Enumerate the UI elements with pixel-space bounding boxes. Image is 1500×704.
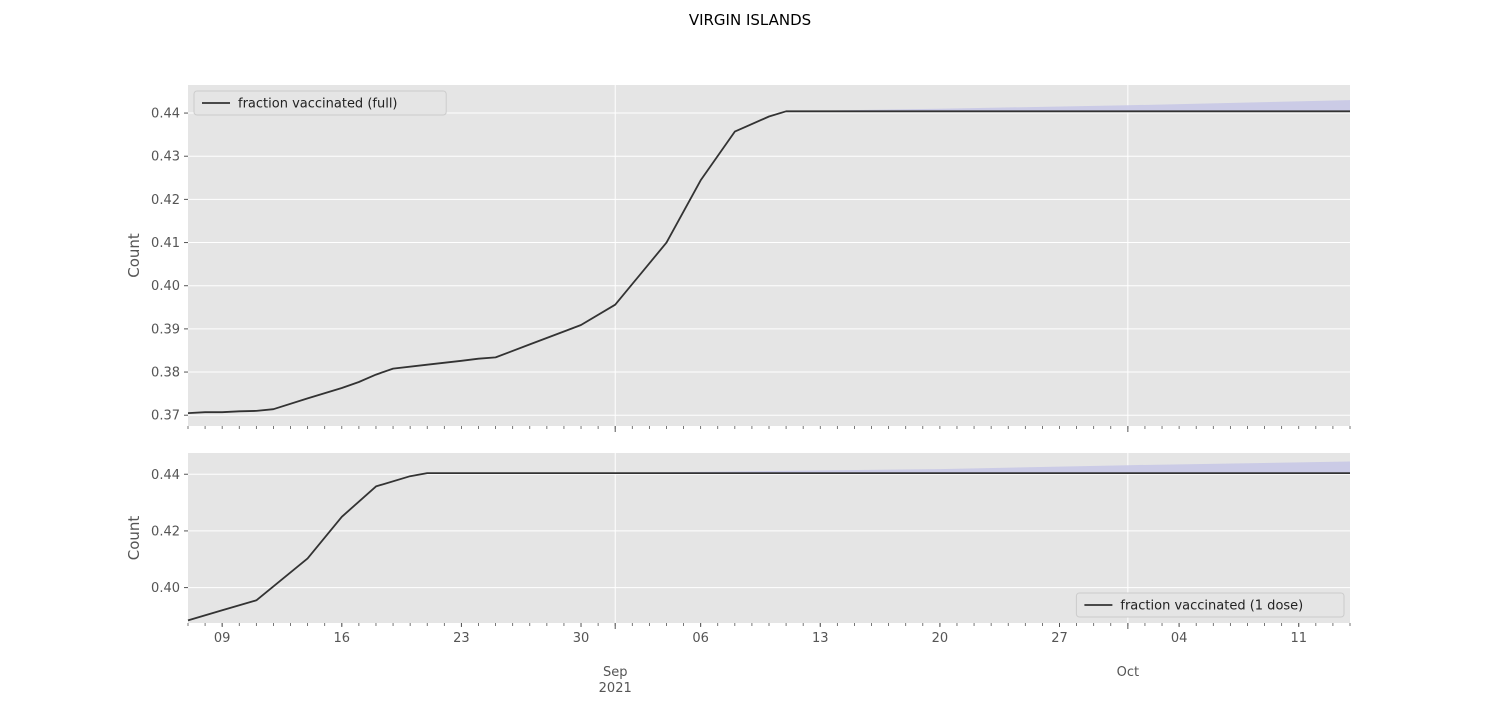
uncertainty-band xyxy=(427,461,1350,474)
legend: fraction vaccinated (full) xyxy=(193,90,447,116)
x-month-label: Oct xyxy=(1117,665,1139,680)
y-tick-label: 0.44 xyxy=(151,107,180,122)
legend-label: fraction vaccinated (full) xyxy=(238,97,398,112)
y-axis-label: Count xyxy=(125,516,143,561)
x-tick-label: 30 xyxy=(573,631,590,646)
x-tick-label: 11 xyxy=(1290,631,1307,646)
figure-title: VIRGIN ISLANDS xyxy=(688,11,812,29)
x-tick-label: 13 xyxy=(812,631,829,646)
plot-area xyxy=(188,85,1350,426)
y-tick-label: 0.43 xyxy=(151,150,180,165)
y-tick-label: 0.39 xyxy=(151,322,180,337)
legend-label: fraction vaccinated (1 dose) xyxy=(1120,599,1303,614)
y-tick-label: 0.42 xyxy=(151,193,180,208)
y-tick-label: 0.41 xyxy=(151,236,180,251)
y-tick-label: 0.37 xyxy=(151,409,180,424)
legend-box xyxy=(193,90,447,116)
x-tick-label: 27 xyxy=(1051,631,1068,646)
chart-panel-1: 0.37 0.38 0.39 0.40 0.41 0.42 0.43 0.44 Count fra… xyxy=(125,85,1351,432)
x-tick-label: 16 xyxy=(334,631,351,646)
x-tick-label: 04 xyxy=(1171,631,1188,646)
y-tick-label: 0.40 xyxy=(151,581,180,596)
y-axis-label: Count xyxy=(125,233,143,278)
x-month-label: Sep xyxy=(603,665,628,680)
x-tick-label: 23 xyxy=(453,631,470,646)
chart-panel-2: 0.40 0.42 0.44 Count fraction vaccinated (1 … xyxy=(125,453,1351,629)
x-year-label: 2021 xyxy=(599,681,632,696)
x-tick-label: 06 xyxy=(692,631,709,646)
y-tick-label: 0.40 xyxy=(151,279,180,294)
y-tick-label: 0.42 xyxy=(151,524,180,539)
series-line xyxy=(187,472,1350,622)
x-tick-label: 09 xyxy=(214,631,231,646)
legend-box xyxy=(1075,592,1345,618)
y-tick-label: 0.38 xyxy=(151,366,180,381)
series-line xyxy=(187,110,1350,414)
x-tick-label: 20 xyxy=(932,631,949,646)
legend: fraction vaccinated (1 dose) xyxy=(1075,592,1345,618)
uncertainty-band xyxy=(786,100,1350,112)
y-tick-label: 0.44 xyxy=(151,468,180,483)
